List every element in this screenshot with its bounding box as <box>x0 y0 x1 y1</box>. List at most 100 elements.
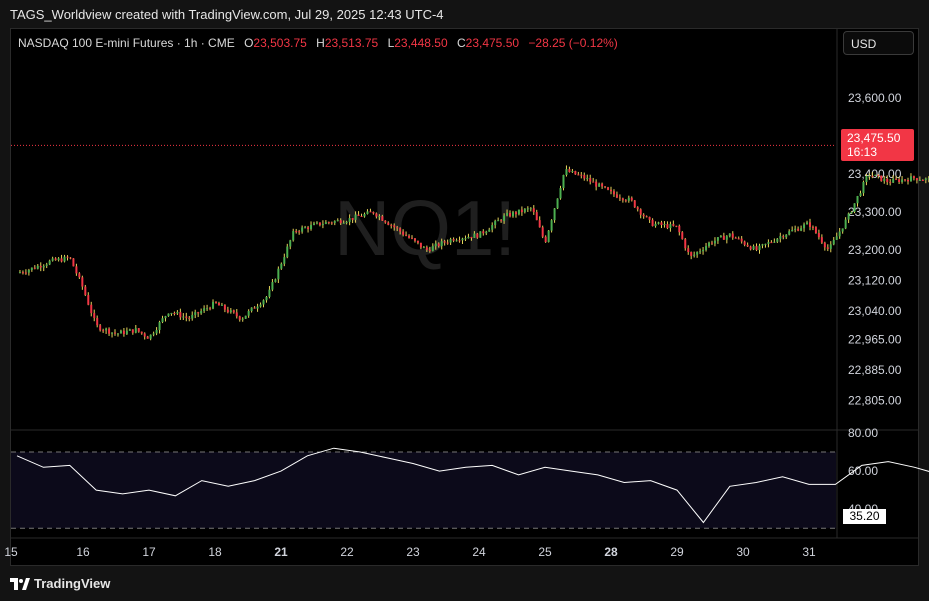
price-axis-tick-label: 23,400.00 <box>848 167 902 181</box>
currency-button[interactable]: USD <box>843 31 914 55</box>
candle-body <box>191 314 194 319</box>
candle-body <box>223 304 226 310</box>
candle-body <box>458 240 461 242</box>
candle-body <box>416 240 419 243</box>
high-value: 23,513.75 <box>324 36 379 50</box>
candle-body <box>363 213 366 217</box>
candle-body <box>892 178 895 183</box>
candle-body <box>514 212 517 215</box>
candle-body <box>889 182 892 184</box>
price-axis-tick-label: 22,885.00 <box>848 363 902 377</box>
candle-body <box>681 232 684 240</box>
candle-body <box>182 316 185 318</box>
candle-body <box>87 295 90 305</box>
candle-body <box>749 246 752 250</box>
candle-body <box>277 268 280 280</box>
candle-body <box>396 227 399 229</box>
candle-body <box>592 181 595 183</box>
candle-body <box>212 301 215 309</box>
candle-body <box>770 242 773 244</box>
candle-body <box>455 240 458 242</box>
rsi-band-fill <box>11 452 836 529</box>
candle-body <box>509 212 512 217</box>
candle-body <box>21 272 24 274</box>
rsi-axis-tick-label: 80.00 <box>848 426 878 440</box>
candle-body <box>238 316 241 320</box>
bar-countdown: 16:13 <box>847 145 878 159</box>
candle-body <box>125 330 128 335</box>
candle-body <box>797 228 800 231</box>
high-label: H <box>316 36 325 50</box>
candle-body <box>491 225 494 230</box>
candle-body <box>666 224 669 229</box>
candle-body <box>428 249 431 252</box>
candle-body <box>176 312 179 314</box>
candle-body <box>96 317 99 326</box>
rsi-line <box>16 447 929 524</box>
candle-body <box>36 265 39 269</box>
rsi-value-tag: 35.20 <box>843 509 886 524</box>
candle-body <box>405 234 408 236</box>
candle-body <box>788 231 791 235</box>
candle-body <box>826 247 829 249</box>
symbol-label[interactable]: NASDAQ 100 E-mini Futures · 1h · CME <box>18 36 235 50</box>
candle-body <box>318 222 321 226</box>
footer-brand[interactable]: TradingView <box>10 576 110 591</box>
candle-body <box>918 179 921 181</box>
candle-body <box>440 241 443 247</box>
low-label: L <box>387 36 395 50</box>
candle-body <box>779 236 782 239</box>
candle-body <box>520 209 523 213</box>
candle-body <box>755 246 758 251</box>
candle-body <box>78 273 81 278</box>
candle-body <box>298 231 301 233</box>
candle-body <box>81 277 84 287</box>
candle-body <box>728 233 731 237</box>
candle-body <box>336 220 339 222</box>
candle-body <box>886 178 889 183</box>
candle-body <box>75 266 78 274</box>
candle-body <box>675 225 678 227</box>
candle-body <box>289 240 292 247</box>
candle-body <box>206 308 209 310</box>
candle-body <box>898 179 901 182</box>
candle-body <box>60 258 63 262</box>
candle-body <box>431 246 434 252</box>
candle-body <box>381 216 384 221</box>
candle-body <box>241 318 244 320</box>
candle-body <box>146 336 149 339</box>
candle-body <box>197 312 200 314</box>
time-axis-tick-label: 29 <box>670 545 684 559</box>
candle-body <box>862 181 865 194</box>
candle-body <box>820 237 823 243</box>
candle-body <box>295 231 298 233</box>
candle-body <box>627 197 630 201</box>
time-axis-tick-label: 18 <box>208 545 222 559</box>
candle-body <box>800 228 803 231</box>
change-value: −28.25 (−0.12%) <box>528 36 618 50</box>
candle-body <box>310 224 313 230</box>
time-axis-tick-label: 23 <box>406 545 420 559</box>
candle-body <box>45 264 48 266</box>
candle-body <box>375 213 378 217</box>
candle-body <box>342 222 345 224</box>
candle-body <box>722 235 725 240</box>
candle-body <box>511 212 514 217</box>
candle-body <box>102 330 105 332</box>
candle-body <box>434 243 437 247</box>
candle-body <box>437 243 440 247</box>
candle-body <box>535 212 538 221</box>
candle-body <box>927 178 929 180</box>
candle-body <box>853 203 856 212</box>
candle-body <box>161 318 164 323</box>
candle-body <box>217 302 220 306</box>
candle-body <box>532 208 535 213</box>
candle-body <box>844 219 847 229</box>
candle-body <box>577 174 580 176</box>
tradingview-logo-icon <box>10 577 30 590</box>
candle-body <box>538 220 541 228</box>
candle-body <box>642 214 645 217</box>
candle-body <box>321 223 324 226</box>
candle-body <box>651 219 654 227</box>
